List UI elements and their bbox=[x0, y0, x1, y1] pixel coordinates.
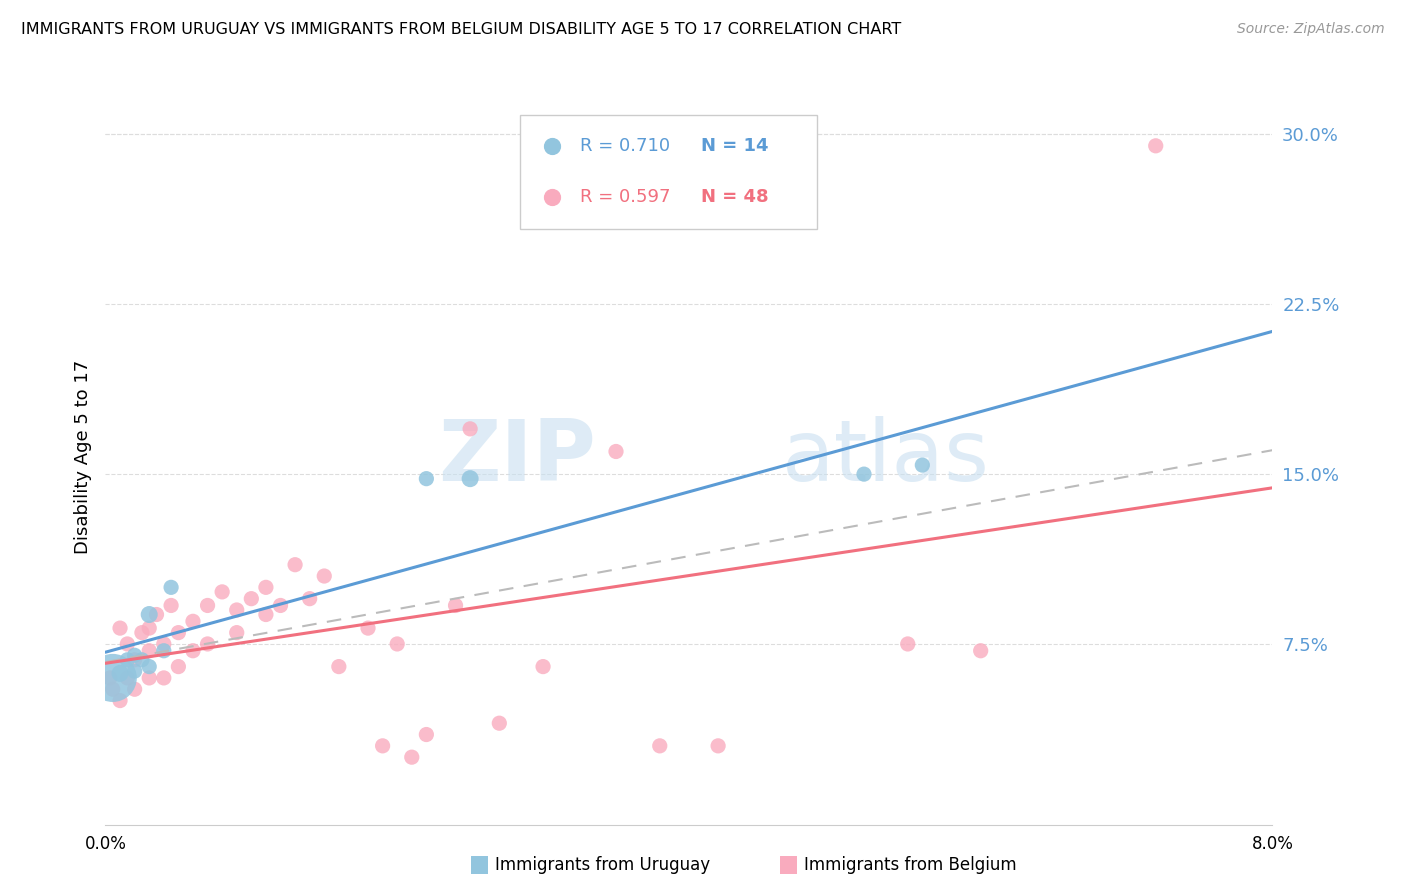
Point bbox=[153, 637, 174, 651]
Text: N = 48: N = 48 bbox=[700, 188, 768, 206]
Point bbox=[117, 653, 139, 667]
Point bbox=[167, 659, 190, 673]
Point bbox=[160, 580, 183, 594]
Point bbox=[357, 621, 380, 635]
Point bbox=[401, 750, 423, 764]
Point bbox=[298, 591, 321, 606]
Point bbox=[911, 458, 934, 472]
Text: Source: ZipAtlas.com: Source: ZipAtlas.com bbox=[1237, 22, 1385, 37]
Point bbox=[444, 599, 467, 613]
Point bbox=[970, 644, 993, 658]
Text: R = 0.710: R = 0.710 bbox=[581, 136, 671, 155]
Point bbox=[145, 607, 167, 622]
Point bbox=[124, 653, 146, 667]
Point bbox=[415, 472, 437, 486]
Point bbox=[160, 599, 183, 613]
Point bbox=[458, 472, 481, 486]
Point bbox=[197, 599, 219, 613]
Text: IMMIGRANTS FROM URUGUAY VS IMMIGRANTS FROM BELGIUM DISABILITY AGE 5 TO 17 CORREL: IMMIGRANTS FROM URUGUAY VS IMMIGRANTS FR… bbox=[21, 22, 901, 37]
Point bbox=[181, 615, 204, 629]
Point bbox=[138, 659, 160, 673]
Point bbox=[254, 607, 277, 622]
Point bbox=[488, 716, 510, 731]
Text: Immigrants from Uruguay: Immigrants from Uruguay bbox=[495, 856, 710, 874]
Point bbox=[138, 644, 160, 658]
Point bbox=[385, 637, 409, 651]
Point bbox=[101, 671, 124, 685]
Point bbox=[98, 671, 121, 685]
Point bbox=[108, 666, 131, 681]
Point bbox=[131, 625, 153, 640]
Point bbox=[852, 467, 875, 482]
Point bbox=[124, 648, 146, 663]
Text: N = 14: N = 14 bbox=[700, 136, 768, 155]
Point bbox=[648, 739, 671, 753]
Text: atlas: atlas bbox=[782, 416, 990, 499]
Point bbox=[314, 569, 336, 583]
Point bbox=[138, 607, 160, 622]
Point bbox=[124, 682, 146, 697]
Point bbox=[415, 727, 437, 741]
Point bbox=[108, 693, 131, 707]
Point bbox=[138, 671, 160, 685]
Point bbox=[1144, 138, 1167, 153]
Point bbox=[240, 591, 263, 606]
Text: R = 0.597: R = 0.597 bbox=[581, 188, 671, 206]
Point bbox=[117, 637, 139, 651]
Point bbox=[458, 422, 481, 436]
Point bbox=[897, 637, 920, 651]
Point bbox=[605, 444, 627, 458]
Point bbox=[225, 625, 247, 640]
Point bbox=[531, 659, 554, 673]
Point bbox=[270, 599, 292, 613]
Point bbox=[254, 580, 277, 594]
Point bbox=[167, 625, 190, 640]
Point bbox=[131, 653, 153, 667]
Point bbox=[197, 637, 219, 651]
Point bbox=[211, 585, 233, 599]
Point bbox=[328, 659, 350, 673]
Text: ZIP: ZIP bbox=[437, 416, 596, 499]
Point bbox=[284, 558, 307, 572]
Point bbox=[117, 671, 139, 685]
Point bbox=[138, 621, 160, 635]
Point bbox=[108, 621, 131, 635]
Point bbox=[153, 671, 174, 685]
Point bbox=[371, 739, 394, 753]
Point bbox=[225, 603, 247, 617]
Point bbox=[153, 644, 174, 658]
Text: Immigrants from Belgium: Immigrants from Belgium bbox=[804, 856, 1017, 874]
Point bbox=[101, 682, 124, 697]
Point bbox=[181, 644, 204, 658]
FancyBboxPatch shape bbox=[520, 115, 817, 229]
Point bbox=[707, 739, 730, 753]
Y-axis label: Disability Age 5 to 17: Disability Age 5 to 17 bbox=[73, 360, 91, 554]
Point bbox=[124, 664, 146, 678]
